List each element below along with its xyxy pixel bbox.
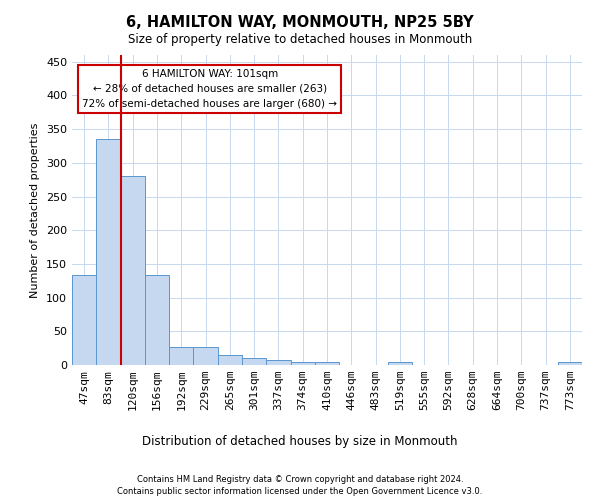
Bar — [72, 274, 96, 365]
Bar — [290, 362, 315, 365]
Bar — [169, 348, 193, 365]
Text: Distribution of detached houses by size in Monmouth: Distribution of detached houses by size … — [142, 435, 458, 448]
Bar — [121, 176, 145, 365]
Bar — [266, 360, 290, 365]
Bar — [145, 276, 169, 365]
Bar — [388, 362, 412, 365]
Bar — [218, 355, 242, 365]
Text: Size of property relative to detached houses in Monmouth: Size of property relative to detached ho… — [128, 32, 472, 46]
Text: 6 HAMILTON WAY: 101sqm
← 28% of detached houses are smaller (263)
72% of semi-de: 6 HAMILTON WAY: 101sqm ← 28% of detached… — [82, 69, 337, 108]
Y-axis label: Number of detached properties: Number of detached properties — [31, 122, 40, 298]
Bar — [242, 358, 266, 365]
Text: Contains public sector information licensed under the Open Government Licence v3: Contains public sector information licen… — [118, 488, 482, 496]
Bar — [315, 362, 339, 365]
Bar — [558, 362, 582, 365]
Bar — [193, 348, 218, 365]
Text: 6, HAMILTON WAY, MONMOUTH, NP25 5BY: 6, HAMILTON WAY, MONMOUTH, NP25 5BY — [126, 15, 474, 30]
Bar — [96, 139, 121, 365]
Text: Contains HM Land Registry data © Crown copyright and database right 2024.: Contains HM Land Registry data © Crown c… — [137, 475, 463, 484]
